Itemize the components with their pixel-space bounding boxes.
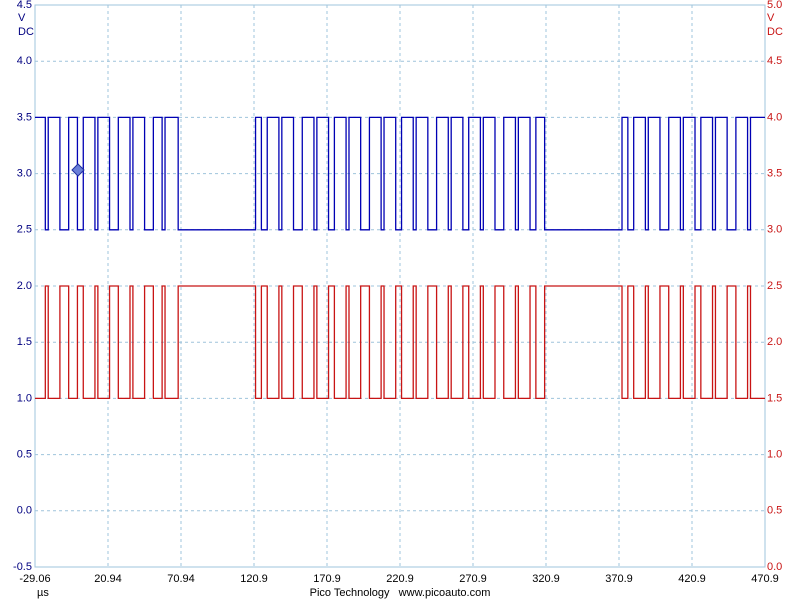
y2-tick-label: 4.0 (767, 111, 782, 123)
y2-tick-label: 2.5 (767, 280, 782, 292)
x-tick-label: 470.9 (751, 573, 779, 585)
trace (35, 116, 765, 231)
y-tick-label: 0.5 (17, 449, 32, 461)
footer: Pico Technology www.picoauto.com (310, 587, 491, 599)
y-tick-label: -0.5 (13, 561, 32, 573)
x-tick-label: -29.06 (19, 573, 50, 585)
x-tick-label: 170.9 (313, 573, 341, 585)
y-tick-label: 2.5 (17, 224, 32, 236)
y-tick-label: 1.0 (17, 392, 32, 404)
y-tick-label: 3.5 (17, 111, 32, 123)
y2-tick-label: 3.5 (767, 168, 782, 180)
y-tick-label: 1.5 (17, 336, 32, 348)
y-tick-label: 4.0 (17, 55, 32, 67)
x-tick-label: 370.9 (605, 573, 633, 585)
y-tick-label: 0.0 (17, 505, 32, 517)
x-tick-label: 70.94 (167, 573, 195, 585)
y-axis-coupling: DC (18, 26, 34, 38)
y2-axis-coupling: DC (767, 26, 783, 38)
y2-tick-label: 5.0 (767, 0, 782, 11)
y2-axis-unit: V (767, 12, 775, 24)
trace (35, 285, 765, 400)
x-tick-label: 420.9 (678, 573, 706, 585)
y-axis-unit: V (18, 12, 26, 24)
x-tick-label: 320.9 (532, 573, 560, 585)
x-tick-label: 270.9 (459, 573, 487, 585)
y2-tick-label: 3.0 (767, 224, 782, 236)
grid (34, 4, 766, 568)
y-tick-label: 4.5 (17, 0, 32, 11)
traces (35, 116, 765, 400)
y2-tick-label: 2.0 (767, 336, 782, 348)
y2-tick-label: 4.5 (767, 55, 782, 67)
ruler-marker (71, 163, 85, 177)
y2-tick-label: 1.0 (767, 449, 782, 461)
x-tick-label: 120.9 (240, 573, 268, 585)
y2-tick-label: 0.5 (767, 505, 782, 517)
y-tick-label: 3.0 (17, 168, 32, 180)
x-tick-label: 20.94 (94, 573, 122, 585)
x-tick-label: 220.9 (386, 573, 414, 585)
y2-tick-label: 1.5 (767, 392, 782, 404)
x-axis-unit: µs (37, 587, 49, 599)
y2-tick-label: 0.0 (767, 561, 782, 573)
y-tick-label: 2.0 (17, 280, 32, 292)
